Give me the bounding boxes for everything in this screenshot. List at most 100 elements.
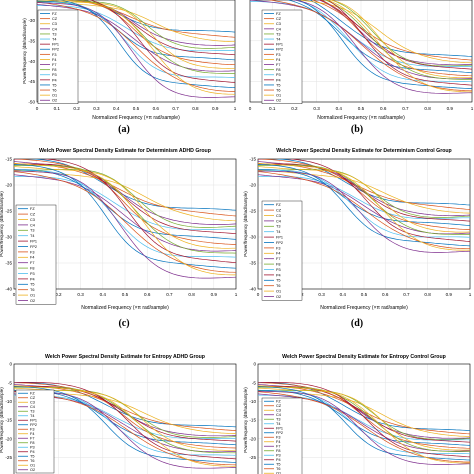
legend-label: P4 xyxy=(276,458,281,462)
y-tick-label: -30 xyxy=(28,18,35,23)
series-line xyxy=(14,386,236,454)
series-line xyxy=(14,159,236,264)
legend-label: P3 xyxy=(30,272,35,276)
x-tick-label: 0.5 xyxy=(361,292,368,297)
x-tick-label: 0.3 xyxy=(93,106,100,111)
y-tick-label: -30 xyxy=(5,235,12,240)
legend-label: O1 xyxy=(30,464,35,468)
series-line xyxy=(297,0,472,89)
legend-label: T5 xyxy=(276,279,280,283)
series-line xyxy=(258,389,470,440)
series-line xyxy=(309,0,472,57)
series-line xyxy=(319,0,472,70)
legend-box xyxy=(15,389,55,474)
series-group-c xyxy=(14,159,236,279)
y-tick-label: -35 xyxy=(249,261,256,266)
series-line xyxy=(258,386,470,461)
legend-label: T4 xyxy=(52,37,56,41)
y-tick-label: -50 xyxy=(28,100,35,105)
legend-label: O1 xyxy=(276,472,281,474)
x-tick-label: 0.4 xyxy=(336,106,343,111)
series-group-b xyxy=(250,0,472,94)
legend-label: FP1 xyxy=(30,419,37,423)
chart-b: 0 0.1 0.2 0.3 0.4 0.5 0.6 0.7 0.8 0.9 1 Normalized … xyxy=(249,0,474,121)
legend-label: P4 xyxy=(276,273,281,277)
chart-title-e: Welch Power Spectral Density Estimate fo… xyxy=(45,354,205,360)
caption-b: (b) xyxy=(350,124,364,135)
legend-label: FZ xyxy=(276,12,281,16)
x-tick-label: 0.4 xyxy=(113,106,120,111)
axes-box-e xyxy=(13,363,237,474)
chart-d: Welch Power Spectral Density Estimate fo… xyxy=(243,148,472,311)
y-tick-label: -20 xyxy=(5,436,12,441)
legend-label: F8 xyxy=(276,263,280,267)
x-tick-label: 1 xyxy=(471,106,474,111)
series-line xyxy=(37,1,235,92)
series-line xyxy=(14,382,236,428)
series-line xyxy=(258,391,470,463)
series-line xyxy=(287,0,472,74)
y-tick-label: -20 xyxy=(249,436,256,441)
series-line xyxy=(14,170,236,279)
x-axis-label-a: Normalized Frequency (×π rad/sample) xyxy=(92,115,180,121)
legend-label: FP2 xyxy=(276,48,283,52)
x-tick-label: 0.8 xyxy=(188,292,195,297)
series-line xyxy=(14,161,236,225)
series-group-d xyxy=(258,159,470,253)
legend-label: CZ xyxy=(30,396,36,400)
legend-label: T3 xyxy=(276,32,280,36)
series-line xyxy=(329,0,472,67)
legend-label: C3 xyxy=(276,22,281,26)
y-tick-label: -15 xyxy=(5,418,12,423)
series-line xyxy=(37,4,235,72)
x-tick-label: 0.1 xyxy=(269,106,276,111)
axes-box-f xyxy=(257,363,471,474)
legend-label: P3 xyxy=(52,73,57,77)
series-line xyxy=(37,5,235,52)
legend-label: CZ xyxy=(276,209,282,213)
panel-d: Welch Power Spectral Density Estimate fo… xyxy=(240,143,474,318)
x-tick-label: 0.3 xyxy=(318,292,325,297)
axes-box-b xyxy=(249,0,473,103)
series-line xyxy=(258,170,470,253)
chart-f: Welch Power Spectral Density Estimate fo… xyxy=(243,354,471,474)
panel-f: Welch Power Spectral Density Estimate fo… xyxy=(240,340,474,474)
series-line xyxy=(291,0,472,94)
legend-label: CZ xyxy=(30,213,36,217)
legend-label: T3 xyxy=(30,229,34,233)
series-line xyxy=(14,162,236,276)
legend-label: P3 xyxy=(276,268,281,272)
legend-label: P3 xyxy=(276,73,281,77)
legend-label: P4 xyxy=(276,78,281,82)
x-tick-label: 0.9 xyxy=(211,292,218,297)
chart-a: 0 0.1 0.2 0.3 0.4 0.5 0.6 0.7 0.8 0.9 1 Normalized … xyxy=(22,0,237,121)
series-line xyxy=(311,0,472,61)
x-tick-label: 0.5 xyxy=(358,106,365,111)
x-tick-label: 0.1 xyxy=(54,106,61,111)
caption-a: (a) xyxy=(118,124,130,135)
series-line xyxy=(79,0,235,66)
legend-label: T5 xyxy=(30,455,34,459)
legend-label: FP2 xyxy=(276,241,283,245)
axes-box-a xyxy=(36,0,236,103)
legend-box xyxy=(261,397,303,474)
legend-label: C4 xyxy=(276,219,281,223)
legend-label: T5 xyxy=(52,83,56,87)
legend-label: T3 xyxy=(276,225,280,229)
series-line xyxy=(326,0,472,93)
x-tick-label: 1 xyxy=(234,106,237,111)
y-axis-label-a: Power/frequency (dB/rad/sample) xyxy=(22,18,27,84)
x-tick-label: 0.2 xyxy=(291,106,298,111)
series-line xyxy=(258,386,470,443)
legend-label: FP2 xyxy=(30,245,37,249)
panel-e: Welch Power Spectral Density Estimate fo… xyxy=(0,340,240,474)
series-line xyxy=(14,170,236,258)
series-line xyxy=(258,171,470,250)
series-line xyxy=(14,382,236,449)
legend-label: T5 xyxy=(276,463,280,467)
y-tick-label: -25 xyxy=(5,455,12,460)
series-line xyxy=(14,175,236,231)
